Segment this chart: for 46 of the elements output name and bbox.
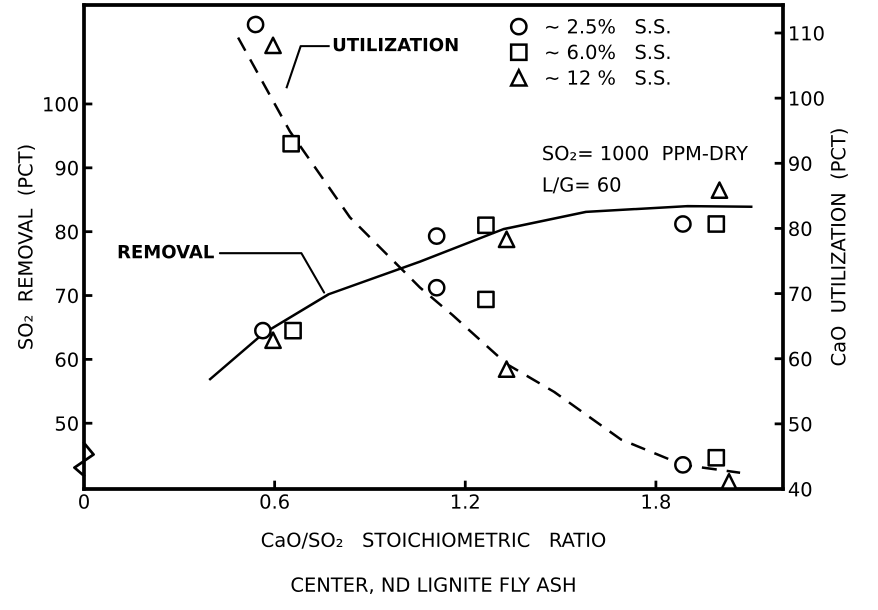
- point: [707, 448, 726, 467]
- y2-axis-title: CaO UTILIZATION (PCT): [830, 129, 848, 366]
- x-tick-label: 1.8: [642, 494, 670, 509]
- x-tick-label: 0.6: [260, 494, 289, 509]
- point: [674, 215, 692, 233]
- y2-tick-label: 70: [789, 286, 812, 302]
- legend-label: ~ 2.5% S.S.: [546, 18, 670, 34]
- point: [264, 331, 282, 350]
- y2-tick-label: 50: [789, 416, 812, 432]
- point: [284, 322, 302, 340]
- y-tick-label: 70: [56, 288, 78, 304]
- y-tick-label: 50: [56, 416, 78, 431]
- point: [477, 216, 495, 234]
- y2-tick-label: 60: [789, 352, 812, 366]
- y-tick-label: 90: [56, 160, 78, 176]
- point: [246, 16, 264, 34]
- point: [254, 322, 272, 340]
- point: [428, 227, 446, 245]
- annotation: UTILIZATION: [334, 38, 458, 52]
- y2-tick-label: 80: [789, 221, 812, 236]
- y-tick-label: 100: [44, 96, 78, 112]
- y2-tick-label: 110: [790, 26, 824, 41]
- point: [674, 456, 692, 474]
- point: [282, 134, 300, 153]
- x-axis-title: CaO/SO₂ STOICHIOMETRIC RATIO: [262, 532, 606, 549]
- y2-tick-label: 100: [790, 91, 824, 106]
- annotation: SO₂= 1000 PPM-DRY: [543, 146, 748, 160]
- legend-label: ~ 12 % S.S.: [546, 70, 670, 85]
- y2-tick-label: 90: [789, 156, 812, 171]
- x-tick-label: 1.2: [452, 494, 479, 509]
- point: [428, 278, 446, 297]
- y2-tick-label: 40: [788, 482, 812, 497]
- point: [498, 230, 516, 248]
- point: [477, 290, 495, 308]
- x-tick-label: 0: [79, 494, 89, 509]
- text: CENTER, ND LIGNITE FLY ASH: [292, 577, 575, 594]
- point: [264, 36, 282, 54]
- y-tick-label: 80: [56, 224, 78, 240]
- point: [498, 360, 516, 378]
- point: [710, 181, 728, 200]
- y-tick-label: 60: [56, 352, 78, 368]
- y-axis-title: SO₂ REMOVAL (PCT): [18, 146, 35, 349]
- point: [707, 215, 726, 233]
- annotation: REMOVAL: [118, 244, 214, 258]
- legend-label: ~ 6.0% S.S.: [546, 44, 670, 60]
- annotation: L/G= 60: [544, 177, 620, 194]
